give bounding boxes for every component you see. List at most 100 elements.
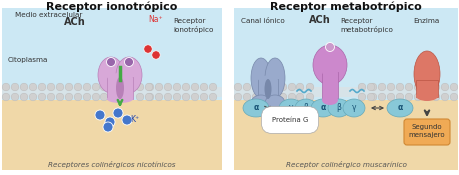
Circle shape: [395, 83, 403, 91]
Circle shape: [366, 93, 374, 101]
Circle shape: [65, 83, 73, 91]
Circle shape: [136, 93, 144, 101]
Circle shape: [369, 93, 376, 101]
Circle shape: [182, 83, 190, 91]
Ellipse shape: [310, 99, 334, 117]
Text: β: β: [336, 103, 341, 113]
Ellipse shape: [321, 95, 337, 105]
Circle shape: [243, 83, 250, 91]
Circle shape: [261, 93, 268, 101]
Circle shape: [83, 83, 90, 91]
Circle shape: [234, 83, 241, 91]
Text: Proteína G: Proteína G: [271, 117, 308, 123]
Circle shape: [306, 93, 313, 101]
Text: Canal iónico: Canal iónico: [241, 18, 284, 24]
Circle shape: [191, 93, 198, 101]
Text: Citoplasma: Citoplasma: [8, 57, 48, 63]
Bar: [234, 87, 457, 97]
Circle shape: [431, 83, 439, 91]
Ellipse shape: [312, 45, 346, 85]
Bar: [234, 100, 457, 170]
Circle shape: [74, 83, 82, 91]
Circle shape: [92, 93, 100, 101]
Circle shape: [369, 83, 376, 91]
Text: Receptores colinérgicos nicotínicos: Receptores colinérgicos nicotínicos: [48, 161, 175, 168]
Circle shape: [122, 115, 132, 125]
Circle shape: [20, 83, 28, 91]
Circle shape: [145, 93, 152, 101]
Ellipse shape: [413, 51, 439, 97]
Circle shape: [105, 117, 115, 127]
Ellipse shape: [327, 99, 349, 117]
Bar: [2, 8, 222, 100]
Circle shape: [106, 58, 115, 66]
Ellipse shape: [415, 91, 437, 101]
Ellipse shape: [342, 99, 364, 117]
Circle shape: [173, 93, 180, 101]
Ellipse shape: [98, 57, 124, 93]
Circle shape: [306, 83, 313, 91]
Circle shape: [74, 93, 82, 101]
Bar: [415, 80, 437, 97]
Bar: [107, 77, 133, 99]
Ellipse shape: [264, 95, 285, 111]
Circle shape: [124, 58, 133, 66]
Circle shape: [92, 83, 100, 91]
Circle shape: [449, 83, 457, 91]
Text: Medio extracelular: Medio extracelular: [15, 12, 82, 18]
Text: β: β: [303, 103, 308, 113]
Text: α: α: [397, 103, 402, 113]
Circle shape: [422, 93, 430, 101]
Text: Enzima: Enzima: [412, 18, 438, 24]
Circle shape: [173, 83, 180, 91]
Circle shape: [56, 83, 64, 91]
Circle shape: [279, 93, 286, 101]
Circle shape: [29, 83, 37, 91]
Circle shape: [191, 83, 198, 91]
Circle shape: [100, 93, 107, 101]
Circle shape: [155, 93, 162, 101]
Circle shape: [269, 93, 277, 101]
Text: γ: γ: [351, 103, 355, 113]
Ellipse shape: [386, 99, 412, 117]
Circle shape: [377, 93, 385, 101]
Circle shape: [234, 93, 241, 101]
Bar: [2, 87, 222, 97]
Circle shape: [404, 83, 412, 91]
Circle shape: [413, 93, 421, 101]
Circle shape: [38, 93, 46, 101]
Circle shape: [440, 93, 448, 101]
Circle shape: [65, 93, 73, 101]
Circle shape: [29, 93, 37, 101]
Circle shape: [47, 93, 55, 101]
Circle shape: [358, 83, 365, 91]
Circle shape: [200, 83, 207, 91]
Circle shape: [288, 93, 295, 101]
Text: γ: γ: [288, 103, 293, 113]
Circle shape: [182, 93, 190, 101]
Ellipse shape: [107, 95, 133, 103]
Circle shape: [252, 83, 259, 91]
Bar: [234, 8, 457, 100]
Circle shape: [358, 93, 365, 101]
Text: ACh: ACh: [64, 17, 86, 27]
Circle shape: [2, 93, 10, 101]
Circle shape: [83, 93, 90, 101]
Ellipse shape: [279, 99, 302, 117]
Circle shape: [200, 93, 207, 101]
Circle shape: [422, 83, 430, 91]
Text: Receptor colinérgico muscarínico: Receptor colinérgico muscarínico: [285, 161, 406, 168]
Circle shape: [38, 83, 46, 91]
Circle shape: [155, 83, 162, 91]
Circle shape: [413, 83, 421, 91]
Bar: [321, 72, 337, 100]
Circle shape: [209, 83, 216, 91]
Circle shape: [386, 83, 394, 91]
Text: Na⁺: Na⁺: [148, 15, 162, 24]
Text: Segundo
mensajero: Segundo mensajero: [408, 124, 444, 138]
Circle shape: [386, 93, 394, 101]
Circle shape: [252, 93, 259, 101]
Ellipse shape: [264, 58, 285, 98]
Text: Receptor metabotrópico: Receptor metabotrópico: [269, 2, 421, 12]
Ellipse shape: [321, 67, 337, 77]
